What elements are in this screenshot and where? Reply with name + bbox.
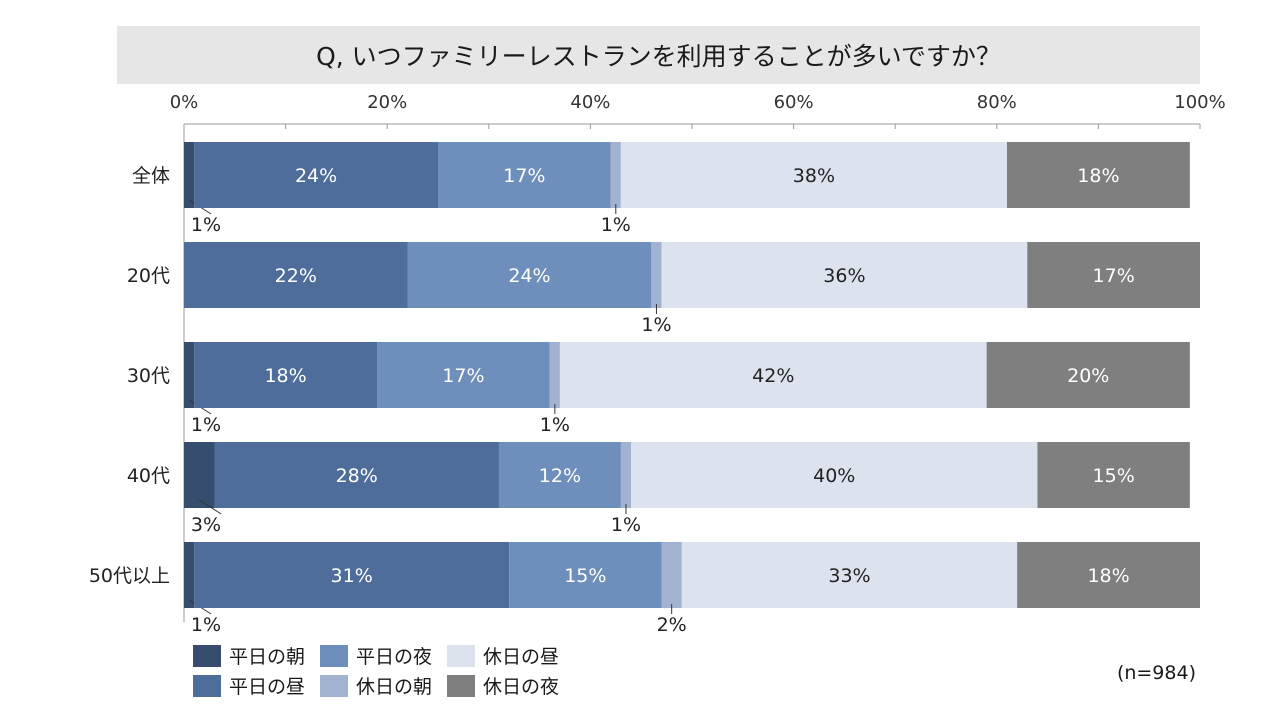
data-label: 17% bbox=[503, 165, 545, 187]
x-tick-label: 0% bbox=[170, 92, 199, 113]
x-tick-label: 20% bbox=[367, 92, 407, 113]
chart-title-box: Q, いつファミリーレストランを利用することが多いですか？ bbox=[117, 26, 1200, 84]
leader-line bbox=[198, 499, 222, 515]
legend-item: 平日の朝 bbox=[193, 642, 305, 669]
bar-segment bbox=[214, 442, 499, 508]
bar-segment bbox=[651, 242, 662, 308]
bar-segment bbox=[184, 442, 215, 508]
bar-segment bbox=[407, 242, 652, 308]
legend-item: 平日の昼 bbox=[193, 672, 305, 699]
legend-item: 休日の朝 bbox=[320, 672, 432, 699]
legend-label: 休日の朝 bbox=[356, 676, 433, 698]
data-label: 2% bbox=[657, 614, 687, 636]
data-label: 18% bbox=[264, 365, 306, 387]
data-label: 20% bbox=[1067, 365, 1109, 387]
data-label: 42% bbox=[752, 365, 794, 387]
x-tick-label: 60% bbox=[774, 92, 814, 113]
bar-segment bbox=[194, 142, 438, 208]
bar-segment bbox=[986, 342, 1190, 408]
data-label: 17% bbox=[1093, 265, 1135, 287]
bar-segment bbox=[620, 142, 1007, 208]
bar-segment bbox=[661, 542, 682, 608]
bar-segment bbox=[1017, 542, 1200, 608]
data-label: 15% bbox=[1093, 465, 1135, 487]
bar-segment bbox=[498, 442, 621, 508]
legend-swatch bbox=[447, 674, 475, 697]
bar-segment bbox=[681, 542, 1018, 608]
category-label: 全体 bbox=[132, 165, 170, 187]
bar-segment bbox=[549, 342, 560, 408]
data-label: 1% bbox=[540, 414, 570, 436]
bar-segment bbox=[1037, 442, 1190, 508]
data-label: 22% bbox=[275, 265, 317, 287]
legend-item: 休日の昼 bbox=[447, 642, 559, 669]
bar-segment bbox=[631, 442, 1038, 508]
data-label: 3% bbox=[191, 514, 221, 536]
data-label: 24% bbox=[295, 165, 337, 187]
legend-swatch bbox=[320, 674, 348, 697]
data-label: 17% bbox=[442, 365, 484, 387]
legend-label: 平日の昼 bbox=[229, 676, 306, 698]
bar-segment bbox=[1027, 242, 1200, 308]
legend-swatch bbox=[447, 644, 475, 667]
bar-segment bbox=[194, 542, 510, 608]
bar-segment bbox=[438, 142, 611, 208]
data-label: 38% bbox=[793, 165, 835, 187]
x-tick-label: 80% bbox=[977, 92, 1017, 113]
legend-label: 休日の夜 bbox=[483, 676, 560, 698]
data-label: 15% bbox=[564, 565, 606, 587]
data-label: 18% bbox=[1077, 165, 1119, 187]
bar-segment bbox=[184, 142, 195, 208]
chart-title: Q, いつファミリーレストランを利用することが多いですか？ bbox=[316, 42, 1001, 71]
chart-legend: 平日の朝 平日の夜 休日の昼平日の昼 休日の朝 休日の夜 bbox=[193, 642, 593, 702]
data-label: 1% bbox=[191, 614, 221, 636]
data-label: 33% bbox=[828, 565, 870, 587]
x-tick-label: 100% bbox=[1174, 92, 1225, 113]
data-label: 18% bbox=[1087, 565, 1129, 587]
bar-segment bbox=[194, 342, 378, 408]
legend-swatch bbox=[320, 644, 348, 667]
legend-item: 平日の夜 bbox=[320, 642, 432, 669]
bar-segment bbox=[184, 542, 195, 608]
data-label: 1% bbox=[191, 214, 221, 236]
data-label: 12% bbox=[539, 465, 581, 487]
data-label: 31% bbox=[331, 565, 373, 587]
x-tick-label: 40% bbox=[570, 92, 610, 113]
bar-segment bbox=[377, 342, 550, 408]
bar-segment bbox=[661, 242, 1028, 308]
legend-label: 平日の朝 bbox=[229, 646, 306, 668]
legend-swatch bbox=[193, 674, 221, 697]
category-label: 40代 bbox=[127, 465, 170, 487]
data-label: 40% bbox=[813, 465, 855, 487]
data-label: 24% bbox=[508, 265, 550, 287]
data-label: 1% bbox=[601, 214, 631, 236]
legend-label: 平日の夜 bbox=[356, 646, 433, 668]
bar-segment bbox=[559, 342, 987, 408]
category-label: 30代 bbox=[127, 365, 170, 387]
data-label: 1% bbox=[641, 314, 671, 336]
data-label: 1% bbox=[191, 414, 221, 436]
bar-segment bbox=[509, 542, 662, 608]
bar-segment bbox=[610, 142, 621, 208]
category-label: 50代以上 bbox=[89, 565, 170, 587]
legend-label: 休日の昼 bbox=[483, 646, 560, 668]
legend-item: 休日の夜 bbox=[447, 672, 559, 699]
bar-segment bbox=[184, 342, 195, 408]
bar-segment bbox=[1006, 142, 1190, 208]
sample-size-note: (n=984) bbox=[1116, 662, 1196, 684]
data-label: 28% bbox=[336, 465, 378, 487]
legend-swatch bbox=[193, 644, 221, 667]
data-label: 1% bbox=[611, 514, 641, 536]
data-label: 36% bbox=[823, 265, 865, 287]
bar-segment bbox=[184, 242, 408, 308]
bar-segment bbox=[620, 442, 632, 508]
category-label: 20代 bbox=[127, 265, 170, 287]
